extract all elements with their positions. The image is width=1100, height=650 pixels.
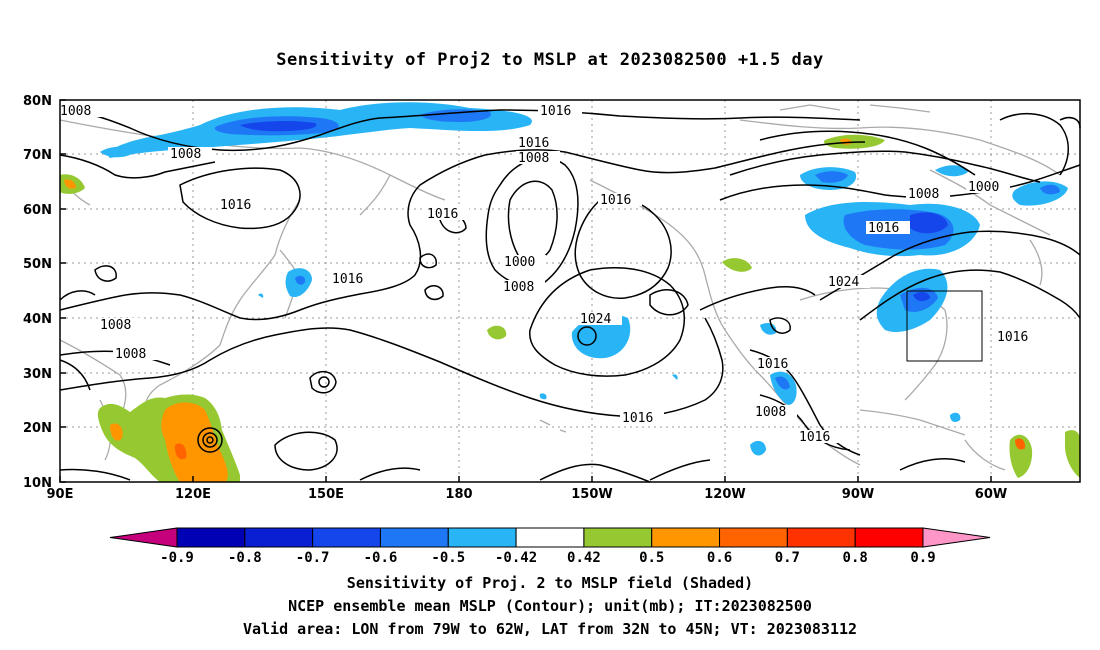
contour-label: 1008 [518, 151, 549, 166]
lat-label: 60N [23, 203, 52, 218]
caption-contour: NCEP ensemble mean MSLP (Contour); unit(… [288, 597, 812, 615]
colorbar-segment [786, 527, 856, 548]
contour-label: 1000 [968, 180, 999, 195]
colorbar-label: 0.9 [910, 550, 935, 566]
lon-label: 90W [842, 487, 874, 502]
lat-label: 50N [23, 257, 52, 272]
contour-label: 1016 [997, 330, 1028, 345]
latitude-labels: 80N 70N 60N 50N 40N 30N 20N 10N [23, 94, 52, 491]
colorbar-segment [176, 527, 246, 548]
contour-labels: 1008 1016 1016 1008 1008 1016 1016 1016 … [58, 104, 1039, 445]
lon-label: 120E [175, 487, 211, 502]
colorbar-segment [312, 527, 381, 548]
colorbar-label: 0.7 [775, 550, 800, 566]
contour-label: 1016 [540, 104, 571, 119]
caption-valid-area: Valid area: LON from 79W to 62W, LAT fro… [242, 620, 858, 638]
longitude-labels: 90E 120E 150E 180 150W 120W 90W 60W [47, 487, 1008, 502]
contour-label: 1008 [60, 104, 91, 119]
contour-label: 1008 [100, 318, 131, 333]
contour-label: 1016 [799, 430, 830, 445]
contour-label: 1016 [622, 411, 653, 426]
colorbar-segment [109, 527, 178, 548]
colorbar-label: -0.9 [160, 550, 194, 566]
contour-label: 1016 [427, 207, 458, 222]
lon-label: 60W [975, 487, 1007, 502]
colorbar-label: -0.6 [364, 550, 398, 566]
colorbar-segment [379, 527, 449, 548]
caption-shading: Sensitivity of Proj. 2 to MSLP field (Sh… [346, 574, 754, 592]
lat-label: 80N [23, 94, 52, 109]
colorbar-segment [719, 527, 788, 548]
colorbar-segment [922, 527, 991, 548]
colorbar-label: 0.42 [567, 550, 601, 566]
colorbar-label: 0.8 [843, 550, 868, 566]
lat-label: 30N [23, 367, 52, 382]
contour-label: 1024 [828, 275, 859, 290]
colorbar-label: -0.7 [296, 550, 330, 566]
colorbar-label: 0.5 [639, 550, 664, 566]
colorbar-segment [854, 527, 924, 548]
axis-ticks [59, 99, 992, 483]
lon-label: 150W [571, 487, 612, 502]
colorbar-segment [244, 527, 314, 548]
coastlines [59, 104, 1061, 471]
contour-label: 1016 [868, 221, 899, 236]
contour-label: 1008 [170, 147, 201, 162]
contour-label: 1008 [908, 187, 939, 202]
map-title: Sensitivity of Proj2 to MSLP at 20230825… [276, 50, 824, 70]
lat-label: 40N [23, 312, 52, 327]
contour-label: 1016 [757, 357, 788, 372]
contour-label: 1024 [580, 312, 611, 327]
lon-label: 120W [704, 487, 745, 502]
contour-label: 1016 [332, 272, 363, 287]
colorbar-segment [447, 527, 517, 548]
colorbar-labels: -0.9 -0.8 -0.7 -0.6 -0.5 -0.42 0.42 0.5 0.6 0.7 0.… [160, 550, 936, 566]
colorbar [109, 527, 991, 548]
lat-label: 20N [23, 421, 52, 436]
colorbar-label: 0.6 [707, 550, 732, 566]
colorbar-label: -0.5 [431, 550, 465, 566]
contour-label: 1016 [518, 136, 549, 151]
colorbar-label: -0.42 [495, 550, 537, 566]
contour-label: 1000 [504, 255, 535, 270]
lon-label: 180 [445, 487, 472, 502]
colorbar-segment [651, 527, 721, 548]
contour-label: 1008 [503, 280, 534, 295]
mslp-contours [59, 109, 1081, 483]
contour-label: 1008 [115, 347, 146, 362]
contour-label: 1016 [220, 198, 251, 213]
valid-area-box [906, 290, 983, 362]
lat-label: 10N [23, 476, 52, 491]
lat-label: 70N [23, 148, 52, 163]
lon-label: 90E [47, 487, 74, 502]
contour-label: 1016 [600, 193, 631, 208]
map-frame [59, 99, 1081, 483]
colorbar-segment [583, 527, 653, 548]
contour-label: 1008 [755, 405, 786, 420]
colorbar-label: -0.8 [228, 550, 262, 566]
lon-label: 150E [308, 487, 344, 502]
colorbar-segment [515, 527, 585, 548]
